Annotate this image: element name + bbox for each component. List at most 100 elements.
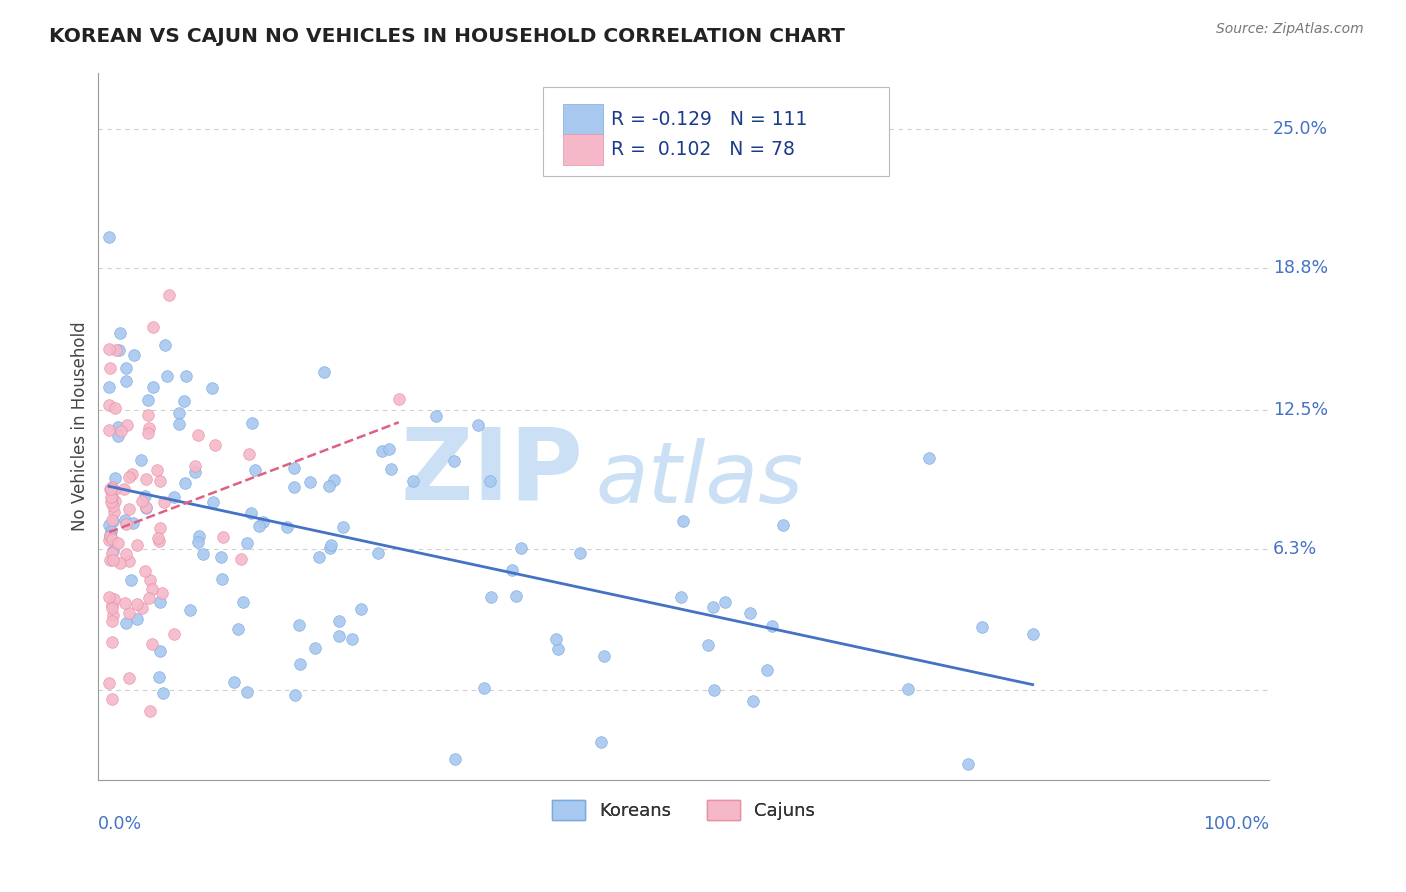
Point (918, 451, 941, 466)
Text: 12.5%: 12.5% (1272, 401, 1329, 418)
Point (738, 606, 761, 620)
Point (122, 516, 145, 531)
Point (124, 348, 146, 362)
Point (321, 538, 343, 552)
Point (98, 676, 121, 690)
Point (318, 479, 340, 493)
Point (401, 474, 423, 488)
Point (131, 601, 153, 615)
Point (98, 230, 121, 244)
Point (98, 528, 121, 542)
Point (110, 424, 132, 438)
Point (479, 590, 502, 604)
Point (328, 629, 350, 643)
Point (243, 463, 266, 477)
Point (501, 563, 523, 577)
Point (212, 530, 235, 544)
Point (761, 618, 783, 632)
Point (174, 368, 197, 383)
Point (157, 287, 180, 301)
Point (101, 614, 124, 628)
Point (107, 536, 129, 550)
Point (472, 681, 495, 696)
Point (118, 470, 141, 484)
Point (505, 589, 527, 603)
Point (98, 590, 121, 604)
Point (100, 635, 122, 649)
Point (589, 735, 612, 749)
Point (100, 553, 122, 567)
Point (134, 489, 156, 503)
Text: 18.8%: 18.8% (1272, 260, 1329, 277)
Point (229, 552, 252, 566)
Point (108, 343, 131, 358)
Point (134, 564, 156, 578)
Text: atlas: atlas (596, 438, 804, 521)
Point (380, 462, 402, 476)
Point (114, 513, 136, 527)
Point (167, 406, 190, 420)
Point (149, 595, 172, 609)
Point (672, 514, 695, 528)
Point (98, 517, 121, 532)
Point (1021, 627, 1043, 641)
Point (98, 482, 121, 496)
Point (153, 494, 176, 508)
Point (702, 599, 724, 614)
Point (139, 704, 162, 718)
Point (125, 538, 148, 552)
Point (103, 483, 125, 497)
Point (284, 688, 307, 702)
Point (129, 453, 152, 467)
Text: 0.0%: 0.0% (97, 815, 142, 833)
Point (103, 505, 125, 519)
Point (569, 546, 592, 560)
Point (118, 671, 141, 685)
Point (238, 447, 260, 461)
Point (240, 416, 263, 430)
Point (101, 513, 124, 527)
Point (135, 501, 157, 516)
Text: 100.0%: 100.0% (1204, 815, 1270, 833)
Point (276, 520, 298, 534)
Point (108, 556, 131, 570)
Point (136, 426, 159, 441)
Text: ZIP: ZIP (401, 424, 583, 521)
Point (138, 421, 160, 435)
Point (193, 547, 215, 561)
Point (957, 756, 980, 771)
Point (101, 608, 124, 623)
Point (150, 585, 173, 599)
Point (115, 374, 138, 388)
Point (142, 320, 165, 334)
Point (114, 615, 136, 630)
Point (136, 408, 159, 422)
Point (163, 490, 186, 504)
Point (204, 438, 226, 452)
Point (478, 474, 501, 488)
Point (148, 533, 170, 548)
Point (308, 549, 330, 564)
Point (179, 603, 201, 617)
Point (115, 417, 138, 432)
Point (100, 524, 122, 538)
Legend: Koreans, Cajuns: Koreans, Cajuns (544, 792, 823, 828)
Point (101, 500, 124, 514)
Point (120, 574, 142, 588)
Point (118, 554, 141, 568)
Text: 25.0%: 25.0% (1272, 120, 1329, 138)
Point (100, 480, 122, 494)
Point (187, 535, 209, 549)
Point (98, 533, 121, 547)
Point (141, 582, 163, 597)
Point (755, 664, 778, 678)
Point (328, 615, 350, 629)
Point (714, 594, 737, 608)
Point (131, 494, 153, 508)
Point (222, 675, 245, 690)
Point (388, 392, 411, 406)
Point (135, 472, 157, 486)
Point (135, 500, 157, 515)
Point (367, 546, 389, 560)
Point (173, 394, 195, 409)
